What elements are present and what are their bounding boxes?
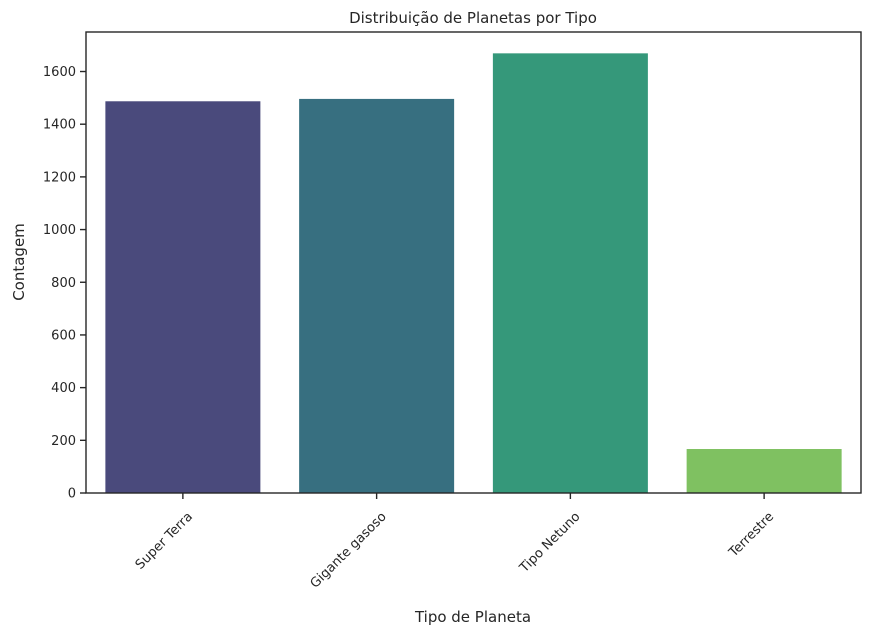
plot-frame [85, 31, 862, 494]
y-tick-label: 1600 [43, 65, 76, 80]
bar-terrestre [686, 449, 842, 493]
y-tick-label: 1400 [43, 118, 76, 133]
bar-gigante-gasoso [299, 98, 455, 493]
x-axis-label: Tipo de Planeta [414, 608, 531, 626]
bar-super-terra [105, 101, 261, 493]
chart-title: Distribuição de Planetas por Tipo [349, 9, 597, 27]
y-tick-label: 400 [51, 381, 76, 396]
y-tick-label: 200 [51, 434, 76, 449]
x-tick-label: Super Terra [133, 509, 196, 572]
bar-tipo-netuno [492, 53, 648, 494]
y-tick-label: 600 [51, 328, 76, 343]
y-tick-label: 1000 [43, 223, 76, 238]
x-tick-label: Gigante gasoso [308, 509, 390, 591]
y-axis-label: Contagem [10, 223, 28, 301]
y-axis-ticks: 0 200 400 600 800 1000 1200 1400 1600 [43, 65, 86, 502]
bars-group [105, 53, 842, 494]
y-tick-label: 800 [51, 276, 76, 291]
x-tick-label: Tipo Netuno [516, 509, 583, 576]
x-tick-label: Terrestre [726, 509, 778, 561]
y-tick-label: 1200 [43, 170, 76, 185]
y-tick-label: 0 [68, 487, 76, 502]
x-axis-ticks: Super Terra Gigante gasoso Tipo Netuno Terr… [133, 493, 777, 591]
